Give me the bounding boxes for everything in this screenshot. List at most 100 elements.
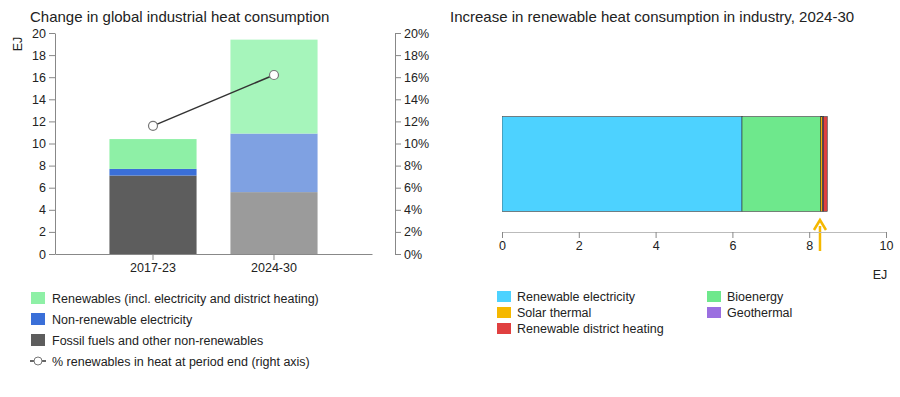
legend-symbol [34, 357, 42, 365]
y2-axis-tick-label: 20% [404, 27, 429, 41]
y-axis-tick-mark [49, 99, 55, 100]
pointer-arrow [814, 220, 826, 251]
x-axis-tick-label: 4 [653, 239, 660, 253]
y-axis-tick-label: 16 [32, 71, 46, 85]
pointer-arrow-head [814, 220, 826, 230]
legend-item: Geothermal [707, 306, 792, 320]
y-axis-tick-label: 10 [32, 137, 46, 151]
y-axis-tick-label: 14 [32, 93, 46, 107]
y2-axis-tick-mark [395, 144, 401, 145]
y-axis-tick: 12 [32, 115, 55, 129]
legend-item: Renewable electricity [497, 290, 636, 304]
y2-axis-tick-label: 4% [404, 203, 422, 217]
x-axis-tick-mark [656, 232, 657, 238]
bar [821, 117, 823, 212]
y-axis-tick: 0 [39, 248, 55, 262]
legend-symbol [31, 292, 45, 304]
y2-axis-tick-label: 0% [404, 248, 422, 262]
legend-symbol [497, 291, 511, 302]
legend: Renewables (incl. electricity and distri… [30, 292, 319, 369]
y2-axis-tick: 4% [395, 203, 422, 217]
legend-item: Fossil fuels and other non-renewables [31, 334, 263, 348]
y-axis-tick-label: 4 [39, 203, 46, 217]
y2-axis-tick: 18% [395, 49, 429, 63]
x-axis-tick-mark [886, 232, 887, 238]
y2-axis-tick-label: 18% [404, 49, 429, 63]
bar [230, 134, 317, 193]
x-axis-tick: 8 [806, 232, 813, 253]
y2-axis-tick: 6% [395, 181, 422, 195]
plot-area [502, 117, 827, 212]
y2-axis-tick-mark [395, 188, 401, 189]
x-axis-tick: 10 [880, 232, 894, 253]
bar [502, 117, 742, 212]
bar [742, 117, 821, 212]
y2-axis-tick-label: 6% [404, 181, 422, 195]
x-axis-tick-mark [502, 232, 503, 238]
x-axis-tick-label: 2024-30 [251, 261, 297, 275]
legend-symbol [497, 307, 511, 318]
y2-axis-tick-mark [395, 254, 401, 255]
chart-title: Change in global industrial heat consump… [30, 8, 329, 25]
legend-label: Non-renewable electricity [52, 313, 193, 327]
y-axis-tick-mark [49, 144, 55, 145]
legend-symbol [31, 313, 45, 325]
y-axis-tick: 16 [32, 71, 55, 85]
legend-item: Solar thermal [497, 306, 591, 320]
bar [230, 40, 317, 134]
bar [109, 139, 196, 169]
y2-axis-tick-mark [395, 166, 401, 167]
x-axis-tick-label: 2 [576, 239, 583, 253]
y2-axis-tick-label: 12% [404, 115, 429, 129]
y2-axis-tick-mark [395, 55, 401, 56]
y-axis-tick-mark [49, 254, 55, 255]
x-axis-tick: 6 [729, 232, 736, 253]
x-axis-tick-mark [273, 254, 274, 260]
y2-axis-tick-mark [395, 210, 401, 211]
y2-axis-tick-label: 8% [404, 159, 422, 173]
legend-label: Fossil fuels and other non-renewables [52, 334, 263, 348]
y-axis-tick-label: 6 [39, 181, 46, 195]
legend-item: Non-renewable electricity [31, 313, 193, 327]
x-axis: 2017-232024-30 [56, 254, 373, 275]
line-marker [269, 70, 278, 79]
x-axis-tick-mark [809, 232, 810, 238]
y-axis-tick: 4 [39, 203, 55, 217]
x-axis: 0246810 [499, 232, 893, 253]
y2-axis-tick-mark [395, 99, 401, 100]
y-axis-tick-mark [49, 188, 55, 189]
line [153, 75, 274, 126]
legend-symbol [31, 334, 45, 346]
y-axis-tick-label: 12 [32, 115, 46, 129]
x-axis-tick-label: 10 [880, 239, 894, 253]
y2-axis-tick: 20% [395, 27, 429, 41]
x-axis-tick-label: 8 [806, 239, 813, 253]
bar [109, 169, 196, 176]
pointer-arrow-shaft [819, 226, 822, 251]
chart-title: Increase in renewable heat consumption i… [450, 8, 854, 25]
y2-axis-tick: 0% [395, 248, 422, 262]
x-axis-title: EJ [873, 268, 888, 282]
y2-axis-tick-label: 14% [404, 93, 429, 107]
legend-symbol [707, 307, 721, 318]
chart-canvas: Change in global industrial heat consump… [0, 0, 900, 397]
y2-axis-tick-mark [395, 77, 401, 78]
y-axis-tick: 10 [32, 137, 55, 151]
y2-axis-tick: 14% [395, 93, 429, 107]
y-axis-tick-mark [49, 166, 55, 167]
y2-axis: 0%2%4%6%8%10%12%14%16%18%20% [395, 27, 429, 262]
y2-axis-tick-label: 10% [404, 137, 429, 151]
y-axis-tick: 20 [32, 27, 55, 41]
x-axis-tick: 4 [653, 232, 660, 253]
y-axis-tick-label: 20 [32, 27, 46, 41]
legend-label: Renewable electricity [517, 290, 636, 304]
y2-axis-tick: 10% [395, 137, 429, 151]
bar [230, 192, 317, 254]
legend-label: Solar thermal [517, 306, 591, 320]
y-axis-tick: 2 [39, 225, 55, 239]
y-axis-tick-label: 0 [39, 248, 46, 262]
y2-axis-tick: 12% [395, 115, 429, 129]
legend-symbol [497, 323, 511, 334]
x-axis-line [503, 232, 887, 233]
y2-axis-tick: 16% [395, 71, 429, 85]
